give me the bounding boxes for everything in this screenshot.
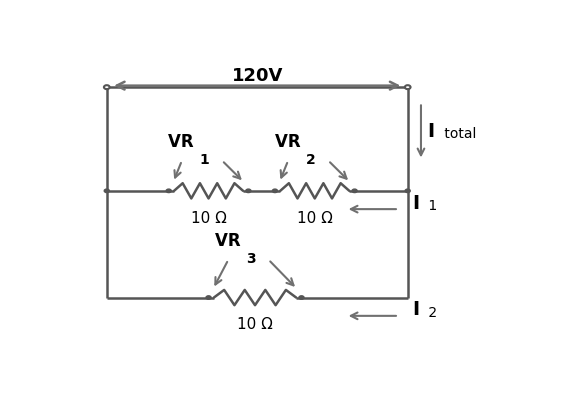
Circle shape	[206, 296, 211, 299]
Text: total: total	[440, 128, 476, 141]
Circle shape	[104, 189, 109, 192]
Circle shape	[405, 189, 410, 192]
Text: I: I	[412, 300, 419, 319]
Text: 1: 1	[200, 153, 210, 167]
Text: VR: VR	[275, 133, 306, 151]
Text: 10 Ω: 10 Ω	[237, 318, 273, 333]
Text: 1: 1	[424, 199, 437, 213]
Circle shape	[272, 189, 278, 192]
Circle shape	[352, 189, 357, 192]
Text: 3: 3	[246, 252, 256, 266]
Circle shape	[299, 296, 304, 299]
Text: 10 Ω: 10 Ω	[297, 211, 333, 226]
Text: 10 Ω: 10 Ω	[191, 211, 227, 226]
Text: I: I	[428, 122, 435, 141]
Text: 120V: 120V	[232, 67, 283, 85]
Circle shape	[104, 85, 110, 89]
Text: I: I	[412, 194, 419, 213]
Text: 2: 2	[424, 306, 437, 320]
Circle shape	[246, 189, 251, 192]
Circle shape	[405, 85, 411, 89]
Text: VR: VR	[168, 133, 200, 151]
Text: VR: VR	[215, 232, 246, 250]
Text: 2: 2	[306, 153, 316, 167]
Circle shape	[166, 189, 171, 192]
